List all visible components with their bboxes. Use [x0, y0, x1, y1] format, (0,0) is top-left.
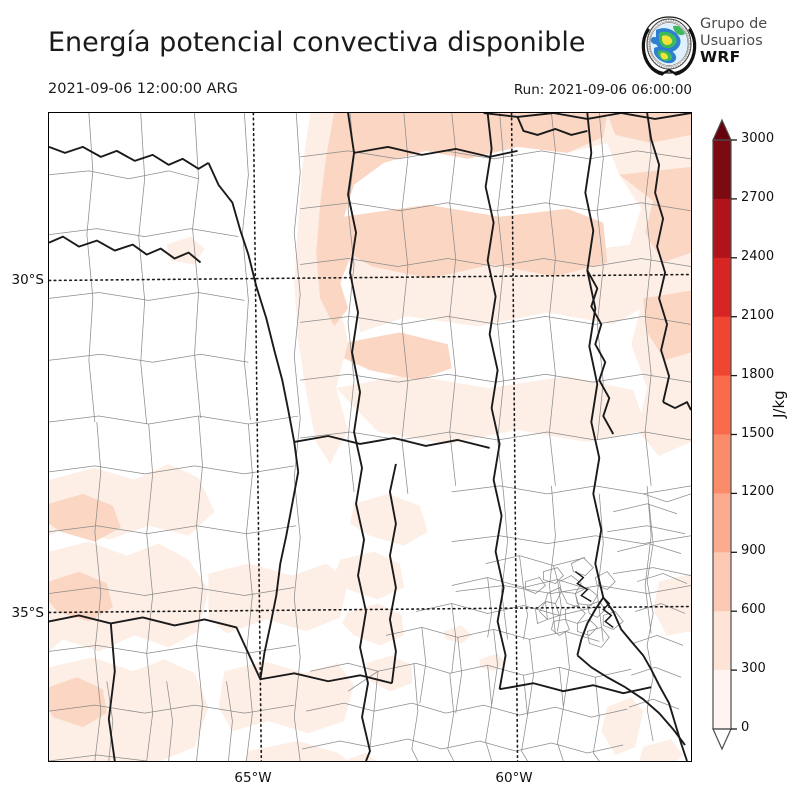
lon-label-60w: 60°W	[495, 770, 533, 786]
colorbar-tick-label: 1800	[741, 366, 775, 382]
graticule	[49, 113, 691, 761]
province-boundaries	[49, 113, 691, 761]
wrf-user-group-logo: Grupo de Usuarios WRF	[640, 14, 792, 76]
colorbar-band	[713, 611, 731, 671]
colorbar-under-arrow	[712, 728, 732, 751]
colorbar-band	[713, 552, 731, 612]
colorbar-svg	[712, 118, 737, 751]
logo-text-block: Grupo de Usuarios WRF	[700, 16, 792, 66]
cape-map-svg	[49, 113, 691, 761]
colorbar-band	[713, 434, 731, 494]
gridline-lon-60w	[510, 113, 519, 761]
lat-label-35s: 35°S	[11, 605, 45, 621]
colorbar-tick-label: 0	[741, 720, 750, 735]
colorbar-tick-label: 3000	[741, 131, 775, 146]
coastline	[574, 570, 614, 629]
department-boundaries	[49, 113, 691, 761]
colorbar-ticks	[731, 139, 737, 730]
colorbar-band	[713, 375, 731, 436]
map-plot-area[interactable]	[48, 112, 692, 762]
gridline-lat-35s	[49, 605, 691, 614]
run-time-label: Run: 2021-09-06 06:00:00	[513, 82, 692, 98]
lat-label-30s: 30°S	[11, 272, 45, 288]
colorbar-bands	[712, 118, 732, 751]
colorbar-tick-label: 900	[741, 543, 766, 559]
colorbar-band	[713, 493, 731, 553]
colorbar-band	[713, 670, 731, 730]
valid-time-label: 2021-09-06 12:00:00 ARG	[48, 81, 238, 97]
colorbar-band	[713, 198, 731, 259]
logo-line-3: WRF	[700, 48, 741, 66]
page-title: Energía potencial convectiva disponible	[48, 27, 586, 58]
gridline-lat-30s	[49, 273, 691, 282]
colorbar-tick-label: 600	[741, 602, 766, 618]
colorbar-band	[713, 257, 731, 318]
lon-label-65w: 65°W	[234, 770, 272, 786]
colorbar-tick-label: 1500	[741, 425, 775, 441]
gridline-lon-65w	[252, 113, 263, 761]
colorbar-over-arrow	[712, 118, 732, 141]
colorbar-tick-label: 2700	[741, 189, 775, 205]
colorbar-tick-label: 2100	[741, 307, 775, 323]
wrf-user-group-emblem	[641, 16, 697, 76]
colorbar-band	[713, 316, 731, 377]
logo-line-2: Usuarios	[700, 32, 763, 49]
colorbar-tick-label: 300	[741, 661, 766, 677]
colorbar-tick-label: 2400	[741, 248, 775, 264]
colorbar-unit-label: J/kg	[770, 390, 788, 418]
colorbar[interactable]: 0 300 600 900 1200 1500 1800 2100 2400 2700 3000	[709, 118, 795, 778]
colorbar-band	[713, 140, 731, 200]
colorbar-tick-label: 1200	[741, 484, 775, 500]
logo-line-1: Grupo de	[700, 16, 768, 32]
